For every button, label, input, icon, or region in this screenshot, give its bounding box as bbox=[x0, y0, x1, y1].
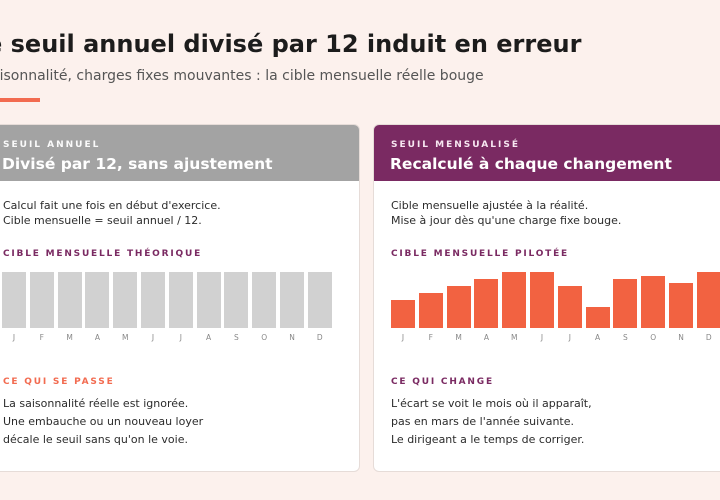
month-bar bbox=[2, 272, 26, 328]
month-label: J bbox=[12, 333, 16, 342]
page-title: e seuil annuel divisé par 12 induit en e… bbox=[0, 30, 582, 58]
month-bar bbox=[196, 272, 221, 328]
body-line: La saisonnalité réelle est ignorée. bbox=[3, 397, 189, 410]
chart-label: CIBLE MENSUELLE PILOTÉE bbox=[391, 249, 569, 259]
accent-rule bbox=[0, 98, 40, 102]
section-label: CE QUI CHANGE bbox=[391, 377, 494, 387]
card-description: Cible mensuelle ajustée à la réalité. Mi… bbox=[391, 198, 621, 228]
month-label: J bbox=[151, 333, 155, 342]
chart-label: CIBLE MENSUELLE THÉORIQUE bbox=[3, 249, 203, 259]
month-bar bbox=[474, 279, 499, 328]
month-label: D bbox=[316, 333, 323, 342]
month-bar bbox=[168, 272, 193, 328]
month-label: A bbox=[206, 333, 212, 342]
card-body: L'écart se voit le mois où il apparaît, … bbox=[391, 395, 592, 449]
month-bar bbox=[696, 272, 720, 328]
month-bar bbox=[29, 272, 54, 328]
card-header: SEUIL ANNUEL Divisé par 12, sans ajustem… bbox=[0, 125, 359, 181]
card-headline: Divisé par 12, sans ajustement bbox=[2, 155, 273, 173]
body-line: pas en mars de l'année suivante. bbox=[391, 415, 574, 428]
month-bar bbox=[280, 272, 304, 328]
annual-threshold-card: SEUIL ANNUEL Divisé par 12, sans ajustem… bbox=[0, 124, 360, 472]
monthly-target-bars bbox=[391, 270, 720, 328]
card-body: La saisonnalité réelle est ignorée. Une … bbox=[3, 395, 203, 449]
month-label: M bbox=[66, 333, 73, 342]
month-label: A bbox=[595, 333, 601, 342]
card-header: SEUIL MENSUALISÉ Recalculé à chaque chan… bbox=[374, 125, 720, 181]
month-bar bbox=[224, 272, 249, 328]
month-label: J bbox=[540, 333, 544, 342]
body-line: décale le seuil sans qu'on le voie. bbox=[3, 433, 188, 446]
month-label: S bbox=[234, 333, 239, 342]
description-line: Cible mensuelle ajustée à la réalité. bbox=[391, 199, 589, 212]
month-bar bbox=[585, 307, 610, 328]
month-label: S bbox=[623, 333, 628, 342]
month-label: M bbox=[455, 333, 462, 342]
card-kicker: SEUIL ANNUEL bbox=[3, 140, 101, 150]
body-line: L'écart se voit le mois où il apparaît, bbox=[391, 397, 592, 410]
month-bar bbox=[113, 272, 138, 328]
monthly-threshold-card: SEUIL MENSUALISÉ Recalculé à chaque chan… bbox=[373, 124, 720, 472]
month-label: J bbox=[179, 333, 182, 342]
month-bar bbox=[613, 279, 638, 328]
month-bar bbox=[669, 283, 693, 328]
month-bar bbox=[557, 286, 582, 328]
month-bar bbox=[502, 272, 527, 328]
card-headline: Recalculé à chaque changement bbox=[390, 155, 672, 173]
month-bar bbox=[391, 300, 415, 328]
month-bar bbox=[418, 293, 443, 328]
month-label: J bbox=[568, 333, 571, 342]
month-label: F bbox=[39, 333, 44, 342]
month-label: N bbox=[289, 333, 295, 342]
month-label: M bbox=[510, 333, 518, 342]
description-line: Calcul fait une fois en début d'exercice… bbox=[3, 199, 221, 212]
page-subtitle: aisonnalité, charges fixes mouvantes : l… bbox=[0, 68, 484, 84]
month-label: F bbox=[428, 333, 433, 342]
monthly-target-bars bbox=[2, 270, 359, 328]
month-bar bbox=[446, 286, 471, 328]
month-bar bbox=[641, 276, 666, 328]
month-label: M bbox=[121, 333, 129, 342]
month-label: J bbox=[401, 333, 405, 342]
month-label: O bbox=[650, 333, 657, 342]
section-label: CE QUI SE PASSE bbox=[3, 377, 115, 387]
month-label: A bbox=[94, 333, 100, 342]
month-label: N bbox=[678, 333, 684, 342]
month-bar bbox=[57, 272, 82, 328]
card-description: Calcul fait une fois en début d'exercice… bbox=[3, 198, 221, 228]
month-bar bbox=[85, 272, 110, 328]
month-label: A bbox=[483, 333, 489, 342]
description-line: Mise à jour dès qu'une charge fixe bouge… bbox=[391, 214, 622, 227]
month-bar bbox=[307, 272, 332, 328]
card-kicker: SEUIL MENSUALISÉ bbox=[391, 140, 520, 150]
body-line: Une embauche ou un nouveau loyer bbox=[3, 415, 204, 428]
month-label: O bbox=[261, 333, 268, 342]
body-line: Le dirigeant a le temps de corriger. bbox=[391, 433, 585, 446]
month-label: D bbox=[705, 333, 712, 342]
month-bar bbox=[141, 272, 165, 328]
description-line: Cible mensuelle = seuil annuel / 12. bbox=[3, 214, 202, 227]
month-bar bbox=[530, 272, 554, 328]
month-bar bbox=[252, 272, 277, 328]
